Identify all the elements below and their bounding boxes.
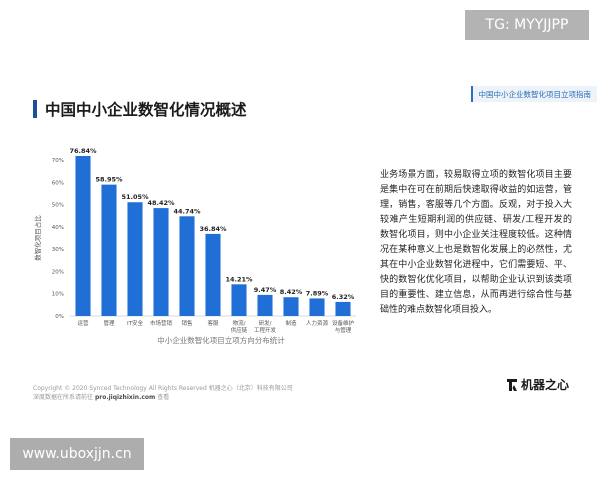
y-tick-label: 0% [55, 314, 64, 320]
x-tick-label: 客服 [207, 319, 219, 327]
bar-value-label: 51.05% [121, 193, 149, 201]
bar-value-label: 14.21% [225, 275, 253, 283]
bar [335, 301, 351, 316]
bar [283, 297, 299, 316]
watermark-top: TG: MYYJJPP [465, 10, 589, 40]
bar [75, 156, 91, 316]
x-tick-label: 制造 [285, 319, 297, 327]
bar [257, 294, 273, 316]
copyright-prefix: 深度数据在所系请前往 [33, 394, 94, 401]
bar [127, 202, 143, 316]
copyright-line-2: 深度数据在所系请前往 pro.jiqizhixin.com 查看 [33, 393, 293, 402]
x-tick-label: IT安全 [127, 319, 143, 327]
x-tick-label: 管理 [103, 319, 115, 327]
x-tick-label: 设备维护 [332, 319, 355, 327]
copyright-url[interactable]: pro.jiqizhixin.com [94, 394, 156, 401]
y-axis-title: 数智化项目占比 [33, 215, 42, 261]
y-tick-label: 40% [52, 225, 64, 231]
bar-value-label: 6.32% [332, 293, 355, 301]
y-tick-label: 50% [52, 203, 64, 209]
y-tick-label: 60% [52, 180, 64, 186]
bar-value-label: 8.42% [280, 288, 303, 296]
x-tick-label: 销售 [181, 319, 192, 327]
bar-value-label: 44.74% [173, 207, 201, 215]
bar-value-label: 76.84% [69, 147, 97, 155]
x-tick-label: 与管理 [335, 326, 352, 334]
bar-value-label: 48.42% [147, 199, 175, 207]
bar [153, 208, 169, 316]
watermark-bottom: www.uboxjjn.cn [10, 438, 144, 470]
bar-value-label: 58.95% [95, 176, 123, 184]
x-tick-label: 工程开发 [254, 326, 277, 334]
bar [205, 233, 221, 316]
chart-caption: 中小企业数智化项目立项方向分布统计 [157, 335, 285, 345]
title-accent-bar [33, 100, 37, 118]
bar-value-label: 36.84% [199, 225, 227, 233]
bar [101, 184, 117, 316]
description-text: 业务场景方面，较易取得立项的数智化项目主要是集中在可在前期后快速取得收益的如运营… [380, 170, 572, 315]
x-tick-label: 供应链 [231, 326, 248, 334]
report-tag: 中国中小企业数智化项目立项指南 [470, 86, 597, 102]
copyright: Copyright © 2020 Synced Technology All R… [33, 384, 293, 402]
x-tick-label: 物流/ [233, 319, 246, 327]
page-title: 中国中小企业数智化情况概述 [45, 101, 247, 119]
x-tick-label: 研发/ [259, 319, 272, 327]
bar-value-label: 9.47% [254, 286, 277, 294]
x-tick-label: 运营 [77, 319, 89, 327]
bar [179, 216, 195, 316]
y-tick-label: 20% [52, 269, 64, 275]
copyright-suffix: 查看 [157, 394, 170, 401]
brand-name: 机器之心 [521, 378, 570, 392]
bar-value-label: 7.89% [306, 289, 329, 297]
x-tick-label: 人力资源 [306, 319, 329, 327]
brand-logo: 机器之心 [506, 376, 569, 393]
bar [231, 284, 247, 316]
y-tick-label: 30% [52, 247, 64, 253]
bar [309, 298, 325, 316]
brand-mark-icon [507, 378, 517, 391]
copyright-line-1: Copyright © 2020 Synced Technology All R… [33, 385, 293, 392]
y-tick-label: 10% [52, 292, 64, 298]
y-tick-label: 70% [52, 158, 64, 164]
x-tick-label: 市场营销 [150, 319, 173, 327]
